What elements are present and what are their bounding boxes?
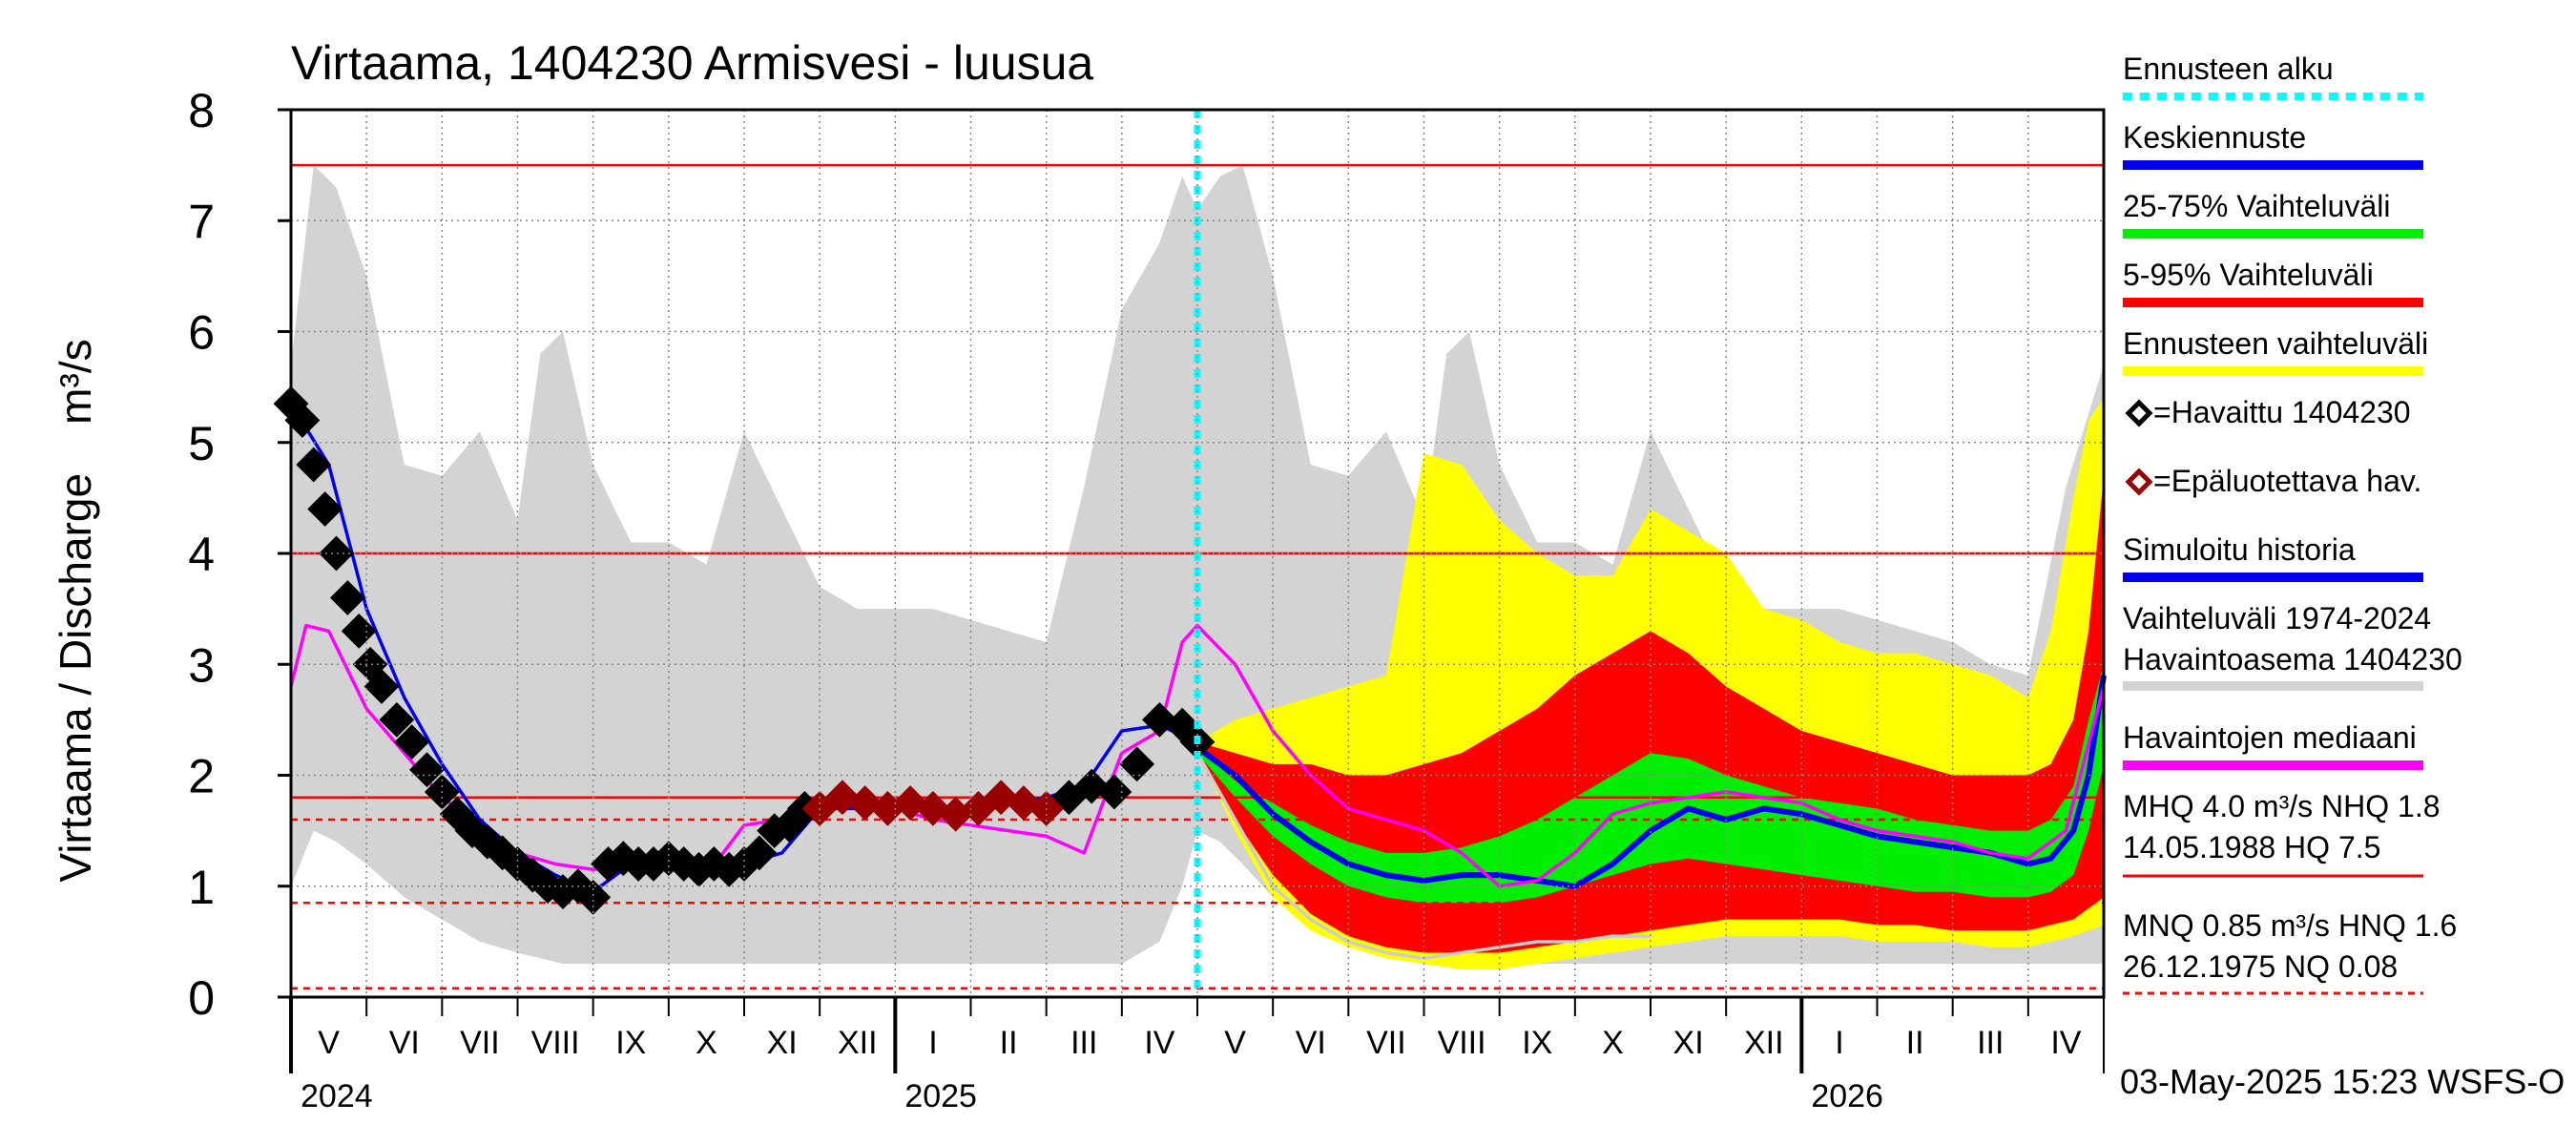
legend-label-3: 5-95% Vaihteluväli (2123, 258, 2374, 292)
observed-point (575, 879, 612, 915)
observed-point (341, 613, 377, 649)
month-label: IV (2050, 1025, 2081, 1061)
legend-label-7: Simuloitu historia (2123, 532, 2356, 567)
legend-label-9: Havaintojen mediaani (2123, 720, 2417, 755)
observed-point (1119, 746, 1155, 782)
y-tick-label: 5 (188, 417, 215, 470)
month-label: VI (389, 1025, 420, 1061)
observed-point (296, 447, 332, 483)
y-tick-label: 6 (188, 306, 215, 360)
observed-point (379, 701, 415, 738)
year-label: 2026 (1811, 1078, 1883, 1114)
month-label: VII (1366, 1025, 1406, 1061)
month-label: IX (615, 1025, 646, 1061)
y-tick-label: 4 (188, 528, 215, 581)
legend: Ennusteen alku Keskiennuste 25-75% Vaihtel… (2123, 52, 2462, 995)
observed-point (1142, 701, 1177, 738)
unreliable-point (847, 785, 883, 821)
legend-marker-6 (2125, 468, 2153, 496)
observed-point (394, 724, 430, 760)
observed-point (741, 835, 778, 871)
unreliable-point (1006, 785, 1042, 821)
series-line-0 (1195, 675, 2107, 889)
footer-timestamp: 03-May-2025 15:23 WSFS-O (2120, 1062, 2565, 1101)
year-label: 2024 (301, 1078, 373, 1114)
month-label: XI (1673, 1025, 1704, 1061)
legend-label-1: Keskiennuste (2123, 120, 2306, 155)
legend-label-4: Ennusteen vaihteluväli (2123, 326, 2428, 361)
observed-point (1073, 768, 1110, 804)
month-label: II (1000, 1025, 1018, 1061)
year-label: 2025 (904, 1078, 977, 1114)
legend-label-8: Vaihteluväli 1974-2024 (2123, 601, 2431, 635)
legend-marker-5 (2125, 399, 2153, 427)
unreliable-point (824, 780, 861, 816)
month-label: VII (460, 1025, 500, 1061)
month-label: III (1070, 1025, 1097, 1061)
unreliable-point (915, 790, 951, 826)
legend-label-11: MNQ 0.85 m³/s HNQ 1.6 (2123, 908, 2457, 943)
chart-title: Virtaama, 1404230 Armisvesi - luusua (291, 36, 1093, 90)
observed-point (485, 835, 521, 871)
observed-point (364, 669, 400, 704)
month-label: III (1977, 1025, 2004, 1061)
y-tick-label: 1 (188, 861, 215, 914)
month-label: II (1906, 1025, 1924, 1061)
legend-label2-8: Havaintoasema 1404230 (2123, 642, 2462, 677)
observed-point (307, 491, 343, 527)
y-tick-label: 3 (188, 638, 215, 692)
legend-label-5: =Havaittu 1404230 (2153, 395, 2411, 429)
month-label: XII (838, 1025, 878, 1061)
legend-label-6: =Epäluotettava hav. (2153, 464, 2421, 498)
legend-label-2: 25-75% Vaihteluväli (2123, 189, 2390, 223)
observed-point (329, 580, 365, 615)
month-label: XI (767, 1025, 798, 1061)
unreliable-point (983, 780, 1019, 816)
month-label: X (696, 1025, 717, 1061)
month-label: V (318, 1025, 340, 1061)
legend-label-0: Ennusteen alku (2123, 52, 2334, 86)
y-tick-label: 2 (188, 750, 215, 803)
unreliable-point (892, 785, 928, 821)
y-tick-label: 0 (188, 971, 215, 1025)
month-label: IX (1522, 1025, 1552, 1061)
month-label: VI (1296, 1025, 1326, 1061)
y-tick-label: 7 (188, 195, 215, 248)
month-label: IV (1144, 1025, 1174, 1061)
month-label: VIII (1438, 1025, 1486, 1061)
legend-label2-10: 14.05.1988 HQ 7.5 (2123, 830, 2380, 864)
month-label: I (928, 1025, 937, 1061)
month-label: X (1602, 1025, 1624, 1061)
month-label: V (1224, 1025, 1246, 1061)
series-line-1 (289, 623, 2106, 888)
legend-label-10: MHQ 4.0 m³/s NHQ 1.8 (2123, 789, 2441, 823)
observed-point (1096, 774, 1132, 810)
legend-label2-11: 26.12.1975 NQ 0.08 (2123, 949, 2398, 984)
month-label: I (1835, 1025, 1843, 1061)
observed-point (319, 535, 354, 572)
month-label: XII (1744, 1025, 1784, 1061)
y-tick-label: 8 (188, 84, 215, 137)
month-label: VIII (531, 1025, 580, 1061)
observed-point (409, 752, 445, 788)
y-axis-label: Virtaama / Discharge m³/s (51, 339, 100, 882)
